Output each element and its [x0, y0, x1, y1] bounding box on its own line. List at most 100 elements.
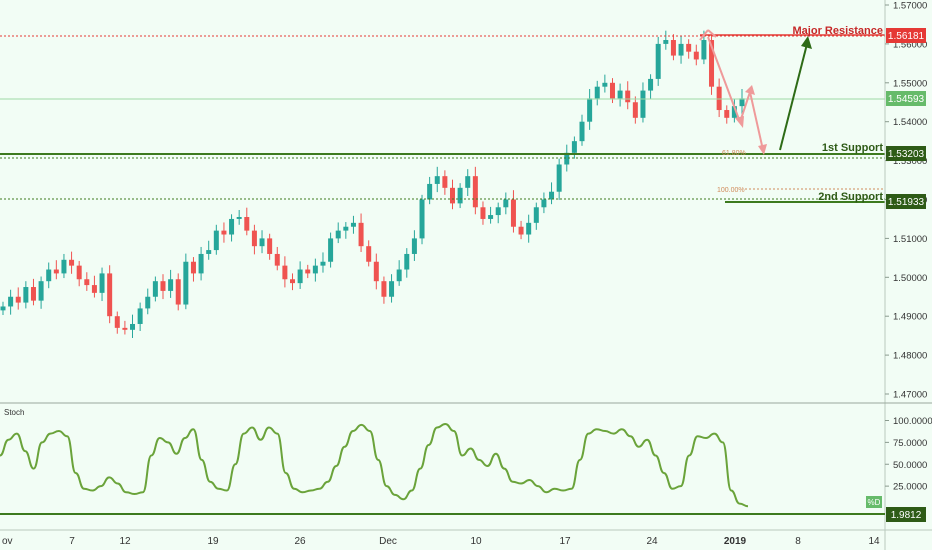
candle-body	[495, 207, 501, 216]
candle-body	[678, 43, 684, 56]
time-tick-label: 10	[470, 536, 482, 547]
candle-body	[38, 281, 44, 301]
candle-body	[312, 265, 318, 274]
candle-body	[587, 98, 593, 122]
candle-body	[236, 217, 242, 219]
candlestick-series	[0, 30, 745, 338]
candle-body	[8, 296, 14, 307]
price-tick-label: 1.47000	[893, 390, 927, 401]
candle-body	[328, 238, 334, 262]
candle-body	[716, 86, 722, 111]
candle-body	[69, 259, 75, 266]
candle-body	[305, 269, 311, 274]
stoch-tick-label: 75.0000	[893, 438, 927, 449]
current-price-value: 1.54593	[888, 94, 925, 105]
candle-body	[602, 82, 608, 87]
candle-body	[609, 82, 615, 99]
price-tick-label: 1.53000	[893, 156, 927, 167]
candle-body	[206, 250, 212, 254]
candle-body	[61, 259, 67, 274]
candle-body	[465, 176, 471, 188]
stoch-d-badge: %D	[866, 496, 882, 508]
time-tick-label: 19	[207, 536, 219, 547]
stoch-axis: 100.0000 75.0000 50.0000 25.0000	[885, 416, 932, 493]
candle-body	[84, 279, 90, 286]
arrow-peak	[699, 29, 709, 41]
candle-body	[160, 281, 166, 291]
candle-body	[480, 207, 486, 219]
candle-body	[122, 327, 128, 330]
price-tick-label: 1.56000	[893, 39, 927, 50]
candle-body	[472, 176, 478, 208]
arrow-peak-2	[707, 29, 717, 38]
candle-body	[449, 187, 455, 204]
candle-body	[533, 207, 539, 223]
candle-body	[46, 269, 52, 282]
candle-body	[91, 285, 97, 293]
candle-body	[107, 273, 113, 317]
major-resistance-value: 1.56181	[888, 31, 925, 42]
candle-body	[686, 43, 692, 52]
candle-body	[663, 40, 669, 44]
stoch-title: Stoch	[4, 408, 24, 417]
candle-body	[274, 253, 280, 266]
first-support-label: 1st Support	[822, 142, 883, 154]
first-support-value: 1.53203	[888, 149, 925, 160]
candle-body	[76, 265, 82, 280]
candle-body	[488, 215, 494, 219]
time-tick-label: 2019	[724, 536, 747, 547]
arrow-head-up-green	[801, 36, 812, 49]
candle-body	[404, 253, 410, 270]
candle-body	[640, 90, 646, 118]
candle-body	[30, 287, 36, 301]
candle-body	[648, 78, 654, 91]
candle-body	[709, 40, 715, 87]
candle-body	[617, 90, 623, 99]
candle-body	[434, 176, 440, 184]
candle-body	[701, 40, 707, 60]
candle-body	[99, 273, 105, 293]
stoch-tick-label: 50.0000	[893, 460, 927, 471]
candle-body	[267, 238, 273, 254]
time-tick-label: 7	[69, 536, 75, 547]
candle-body	[419, 199, 425, 239]
current-price-badge: 1.54593	[886, 91, 926, 106]
candle-body	[53, 269, 59, 274]
major-resistance-badge: 1.56181	[886, 28, 926, 43]
stoch-d-label: %D	[868, 498, 881, 507]
candle-body	[396, 269, 402, 282]
fib-100-label: 100.00%	[717, 187, 745, 194]
candle-body	[358, 222, 364, 247]
candle-body	[366, 246, 372, 262]
candle-body	[175, 279, 181, 305]
candle-body	[229, 218, 235, 235]
time-axis: ov 7 12 19 26 Dec 10 17 24 2019 8 14	[2, 536, 880, 547]
candle-body	[457, 187, 463, 204]
candle-body	[655, 43, 661, 79]
second-support-value: 1.51933	[888, 197, 925, 208]
stoch-tick-label: 25.0000	[893, 482, 927, 493]
time-tick-label: ov	[2, 536, 13, 547]
stoch-tick-label: 100.0000	[893, 416, 932, 427]
candle-body	[15, 296, 21, 303]
price-tick-label: 1.50000	[893, 273, 927, 284]
candle-body	[221, 230, 227, 235]
candle-body	[594, 86, 600, 99]
candle-body	[724, 110, 730, 118]
candle-body	[23, 287, 29, 303]
candle-body	[282, 265, 288, 280]
arrow-head-bounce	[745, 85, 755, 95]
candle-body	[145, 296, 151, 309]
candle-body	[320, 261, 326, 266]
candle-body	[343, 226, 349, 231]
candle-body	[297, 269, 303, 284]
arrow-drop-2	[749, 91, 764, 151]
candle-body	[335, 230, 341, 239]
arrow-head-drop-1	[735, 116, 744, 128]
time-tick-label: 24	[646, 536, 658, 547]
candle-body	[114, 316, 120, 328]
stoch-value-badge: 1.9812	[886, 507, 926, 522]
time-tick-label: 8	[795, 536, 801, 547]
candle-body	[350, 222, 356, 227]
candle-body	[442, 176, 448, 188]
